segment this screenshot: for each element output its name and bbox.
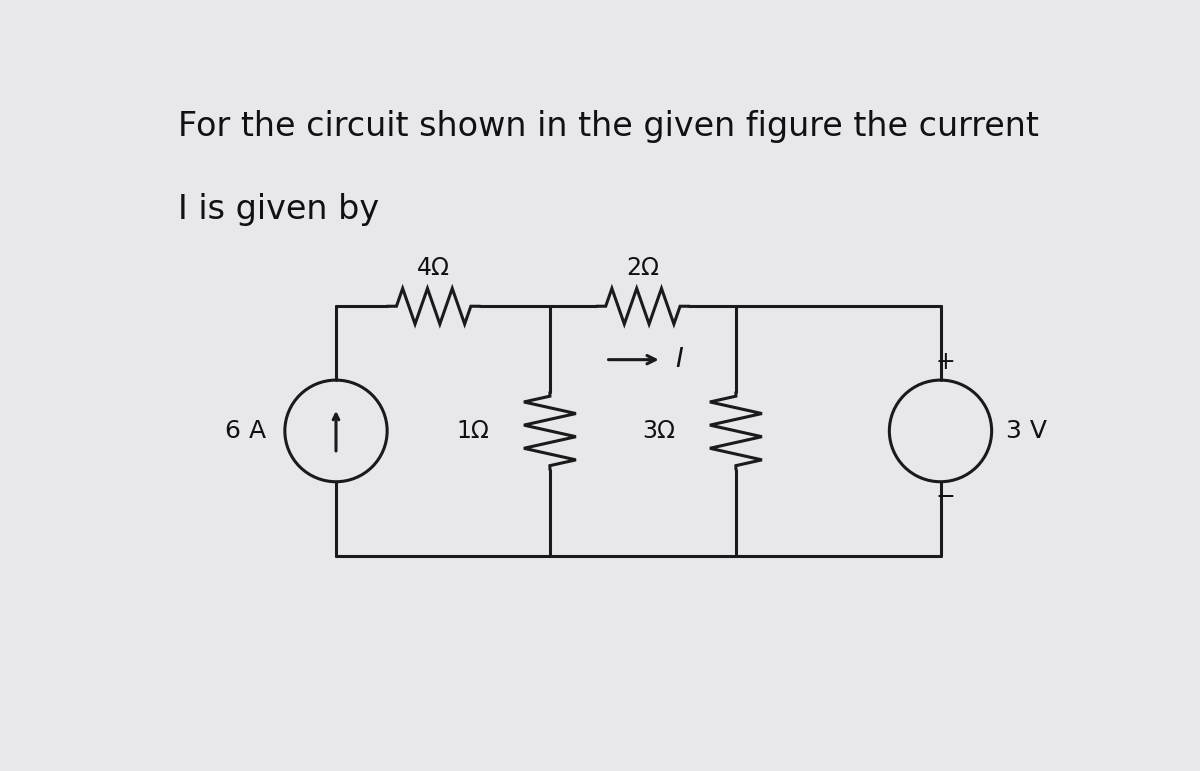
Text: I is given by: I is given by [178,194,379,227]
Text: 3 V: 3 V [1006,419,1046,443]
Text: 6 A: 6 A [226,419,266,443]
Text: 2Ω: 2Ω [626,255,660,280]
Text: 4Ω: 4Ω [418,255,450,280]
Text: 1Ω: 1Ω [456,419,490,443]
Text: 3Ω: 3Ω [642,419,676,443]
Text: For the circuit shown in the given figure the current: For the circuit shown in the given figur… [178,110,1039,143]
Text: +: + [935,350,955,374]
Text: I: I [676,347,683,372]
Text: −: − [935,485,955,509]
